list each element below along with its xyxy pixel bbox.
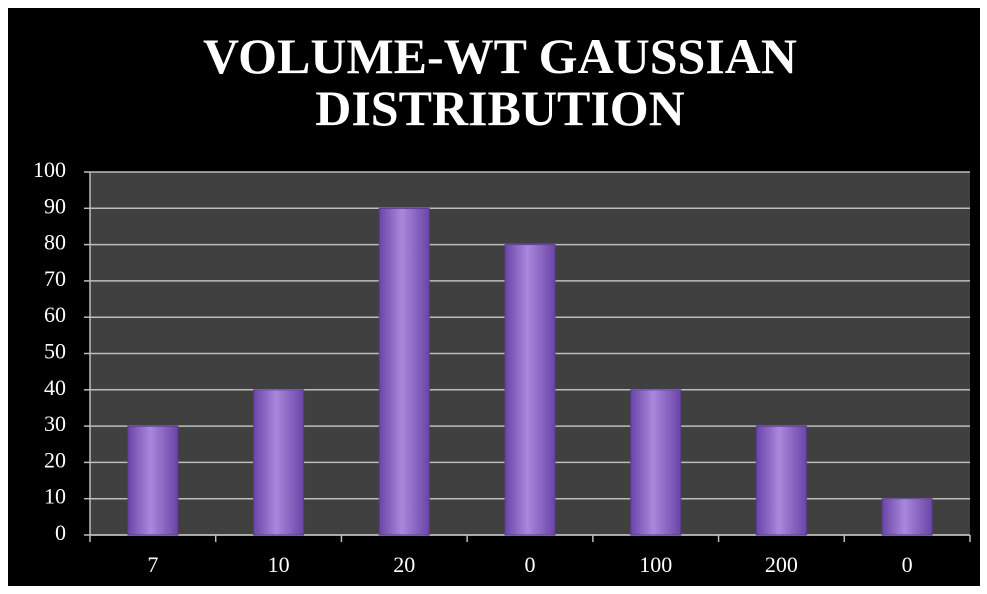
x-tick-label: 100 — [639, 552, 672, 577]
y-tick-label: 30 — [44, 411, 66, 436]
y-tick-label: 90 — [44, 193, 66, 218]
y-tick-label: 80 — [44, 230, 66, 255]
y-tick-label: 20 — [44, 447, 66, 472]
x-tick-label: 20 — [393, 552, 415, 577]
y-tick-label: 10 — [44, 484, 66, 509]
x-tick-label: 0 — [525, 552, 536, 577]
y-tick-label: 50 — [44, 339, 66, 364]
bar — [378, 207, 430, 536]
y-tick-label: 60 — [44, 302, 66, 327]
chart-title: VOLUME-WT GAUSSIAN DISTRIBUTION — [203, 28, 797, 136]
bar — [504, 244, 556, 536]
bar — [755, 425, 807, 536]
bar — [253, 389, 305, 536]
bar — [881, 498, 933, 536]
x-tick-label: 200 — [765, 552, 798, 577]
y-tick-label: 100 — [33, 157, 66, 182]
x-tick-label: 10 — [268, 552, 290, 577]
y-tick-label: 40 — [44, 375, 66, 400]
bar — [127, 425, 179, 536]
x-tick-label: 0 — [902, 552, 913, 577]
x-tick-label: 7 — [147, 552, 158, 577]
y-tick-label: 0 — [55, 520, 66, 545]
bar — [630, 389, 682, 536]
y-tick-label: 70 — [44, 266, 66, 291]
